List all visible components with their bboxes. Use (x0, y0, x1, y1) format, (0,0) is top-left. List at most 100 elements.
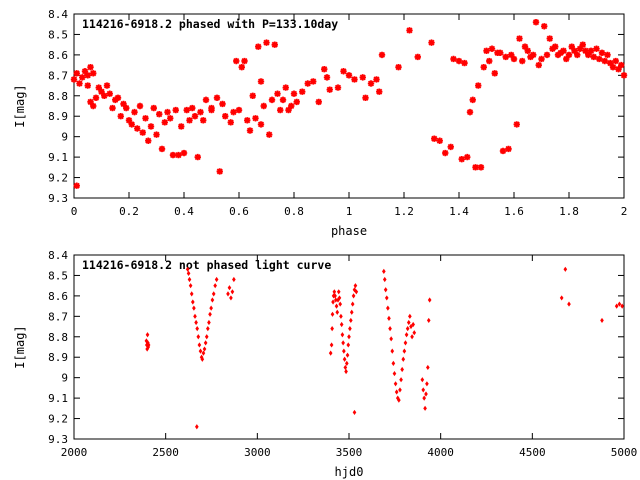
data-point (411, 321, 415, 328)
data-point (395, 63, 402, 71)
data-point (268, 96, 276, 104)
data-point (329, 342, 334, 348)
data-point (326, 86, 333, 93)
data-point (618, 61, 625, 69)
data-point (607, 59, 614, 67)
data-point (299, 88, 306, 95)
data-point (576, 45, 584, 52)
data-point (211, 291, 216, 297)
data-point (158, 145, 166, 153)
y-tick-label: 9.3 (48, 433, 68, 446)
data-point (389, 336, 393, 342)
data-point (541, 23, 548, 30)
data-point (84, 72, 91, 79)
data-point (563, 55, 570, 63)
data-point (244, 117, 251, 124)
y-tick-label: 8.6 (48, 49, 68, 62)
plot-frame (73, 254, 625, 440)
data-point (391, 360, 396, 366)
data-point (571, 47, 578, 54)
data-point (293, 98, 300, 106)
data-point (344, 368, 348, 375)
data-point (257, 121, 265, 128)
data-point (394, 389, 399, 395)
data-point (187, 276, 192, 283)
x-axis-label: phase (331, 224, 367, 238)
data-point (249, 92, 256, 99)
data-point (222, 113, 229, 120)
data-point (346, 342, 351, 348)
data-point (339, 313, 343, 319)
data-point (477, 164, 485, 171)
x-tick-label: 1.6 (504, 205, 524, 218)
data-point (226, 291, 230, 297)
x-tick-label: 4500 (519, 446, 546, 459)
x-tick-label: 1.4 (449, 205, 469, 218)
data-point (567, 301, 571, 307)
data-point (339, 321, 344, 328)
data-point (406, 319, 411, 326)
data-point (510, 55, 518, 63)
data-point (304, 80, 311, 87)
phased-light-curve-chart: 8.4 8.5 8.6 8.7 8.8 8.9 9 9.1 9.2 9.30 0.2 0.4 0.6 0.… (13, 8, 627, 238)
data-point (103, 82, 111, 89)
data-point (563, 266, 568, 272)
data-point (347, 334, 351, 340)
data-point (81, 68, 89, 75)
data-point (582, 47, 589, 54)
data-point (466, 108, 474, 116)
data-point (169, 151, 177, 159)
data-point (565, 51, 573, 59)
data-point (150, 104, 157, 112)
data-point (330, 326, 334, 332)
y-tick-label: 9.2 (48, 172, 68, 185)
data-point (197, 342, 202, 348)
data-point (404, 332, 409, 338)
data-point (362, 94, 369, 102)
data-point (486, 57, 493, 65)
data-point (519, 57, 526, 65)
data-point (420, 377, 425, 383)
data-point (342, 356, 347, 362)
data-point (156, 110, 163, 118)
data-point (203, 340, 208, 346)
data-point (189, 291, 194, 297)
data-point (585, 51, 592, 59)
data-point (73, 70, 80, 77)
data-point (202, 346, 207, 352)
data-point (612, 57, 619, 65)
data-point (400, 366, 404, 373)
data-point (186, 117, 193, 124)
data-point (282, 84, 289, 91)
data-point (232, 276, 236, 283)
y-tick-label: 8.9 (48, 351, 68, 364)
x-tick-label: 4000 (427, 446, 454, 459)
data-point (338, 301, 343, 307)
data-point (206, 326, 210, 332)
data-point (196, 334, 201, 340)
data-point (79, 74, 86, 81)
data-point (340, 332, 345, 338)
data-point (614, 303, 619, 309)
data-point (136, 102, 144, 110)
data-point (410, 334, 414, 340)
data-point (125, 117, 133, 124)
data-point (321, 66, 328, 73)
data-point (92, 94, 100, 102)
data-point (447, 143, 454, 151)
data-point (229, 295, 233, 301)
data-point (427, 297, 432, 303)
data-point (90, 70, 97, 77)
data-point (382, 276, 387, 283)
data-point (378, 51, 386, 59)
data-point (336, 289, 341, 295)
data-point (90, 102, 97, 110)
data-point (277, 106, 284, 114)
data-point (408, 313, 412, 319)
data-point (341, 340, 345, 346)
data-point (574, 51, 581, 59)
y-tick-label: 9.3 (48, 192, 68, 205)
data-point (426, 317, 431, 324)
data-point (384, 295, 389, 301)
